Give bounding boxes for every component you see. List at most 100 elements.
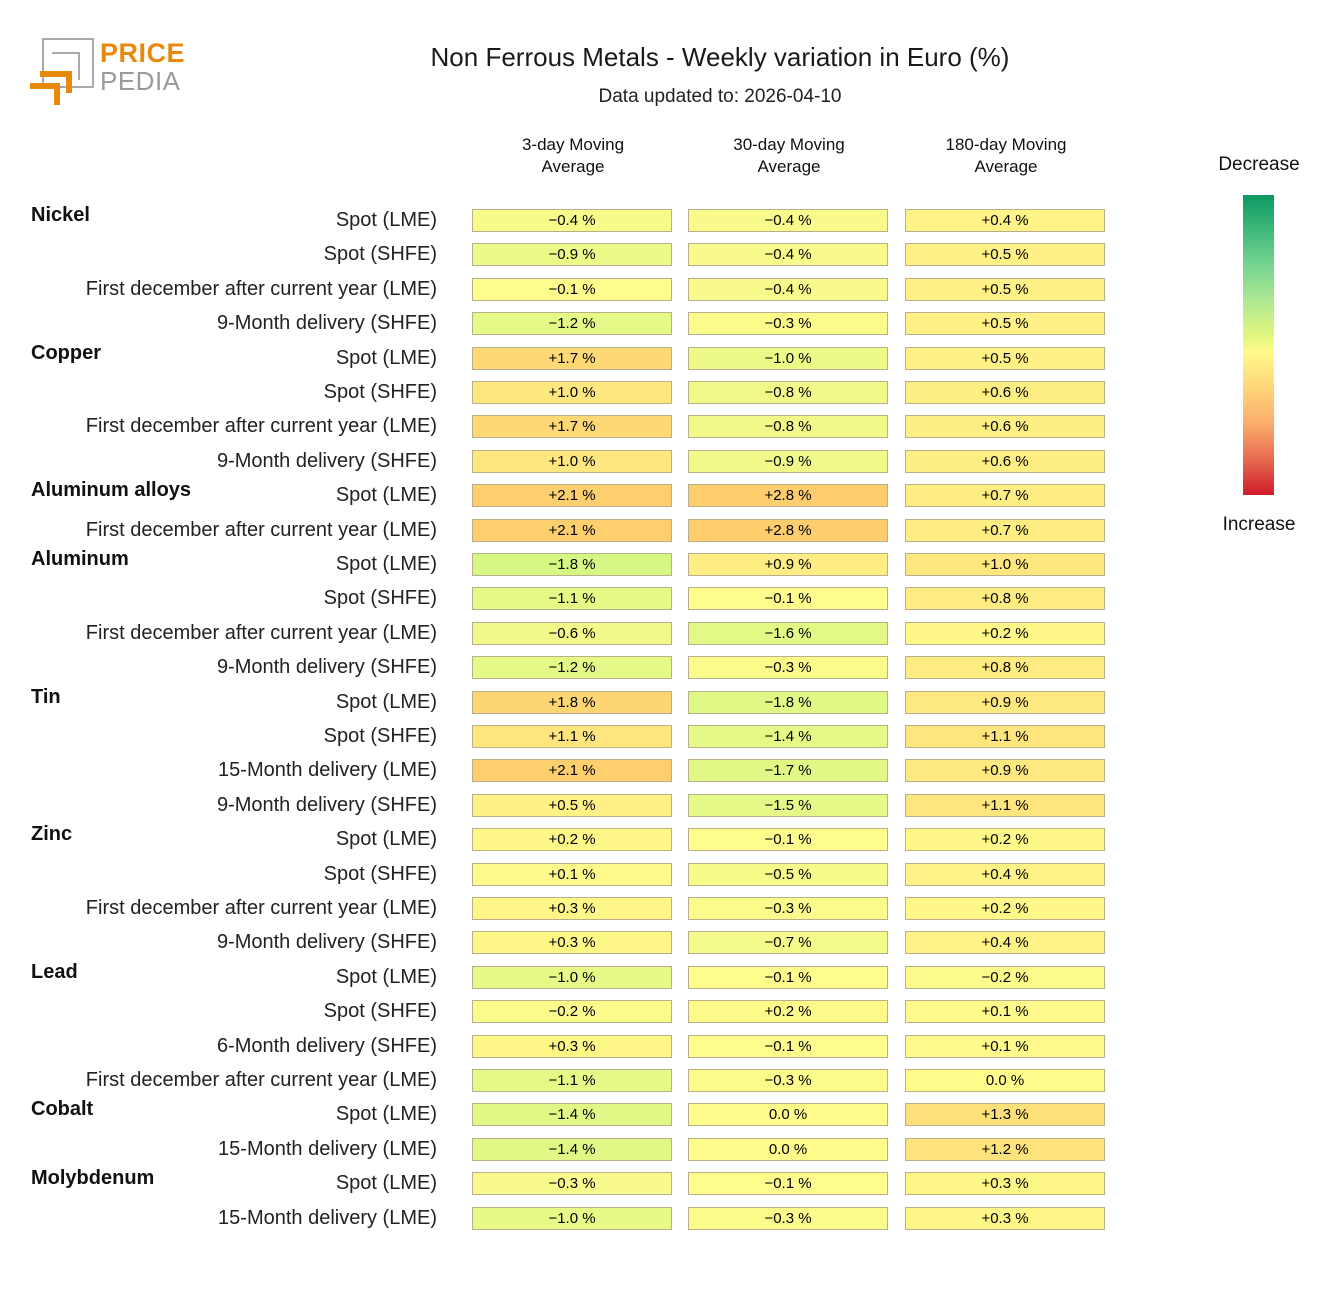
logo-inner-frame-icon [52,52,80,80]
heatmap-cell: +1.8 % [472,690,672,714]
heatmap-cell: +1.2 % [905,1137,1105,1161]
heatmap-cell: −0.7 % [688,931,888,955]
heatmap-cell: −1.1 % [472,1069,672,1092]
heatmap-cell: +2.8 % [688,484,888,508]
heatmap-cell: +0.3 % [472,897,672,920]
heatmap-cell: −1.4 % [472,1103,672,1127]
heatmap-cell: −0.2 % [905,965,1105,989]
row-label: Spot (LME) [335,828,437,851]
heatmap-cell: +0.4 % [905,931,1105,955]
heatmap-cell: +0.7 % [905,484,1105,508]
row-label: First december after current year (LME) [85,1069,437,1091]
heatmap-cell: +0.6 % [905,415,1105,439]
heatmap-cell: +0.8 % [905,587,1105,611]
row-label: Spot (SHFE) [323,243,437,266]
heatmap-cell: −0.4 % [472,209,672,232]
heatmap-cell: +2.8 % [688,518,888,542]
logo-text-pedia: PEDIA [100,66,181,96]
heatmap-cell: −1.5 % [688,793,888,817]
heatmap-cell: −0.3 % [688,312,888,336]
metal-group-label: Aluminum [31,548,129,570]
heatmap-cell: −0.3 % [472,1172,672,1196]
row-label: Spot (SHFE) [323,725,437,747]
heatmap-cell: −1.8 % [688,690,888,714]
heatmap-cell: +1.0 % [472,381,672,404]
heatmap-cell: +1.1 % [472,725,672,748]
heatmap-cell: 0.0 % [688,1137,888,1161]
heatmap-cell: +0.8 % [905,656,1105,680]
heatmap-cell: −0.1 % [688,587,888,611]
heatmap-cell: −0.8 % [688,415,888,439]
heatmap-cell: +2.1 % [472,518,672,542]
logo-arrow-icon [30,83,60,105]
heatmap-cell: −0.6 % [472,621,672,645]
heatmap-cell: +0.2 % [905,621,1105,645]
heatmap-cell: +1.7 % [472,346,672,370]
row-label: Spot (LME) [335,209,437,231]
row-label: 15-Month delivery (LME) [218,759,437,782]
heatmap-cell: +0.6 % [905,381,1105,404]
row-label: Spot (LME) [335,1103,437,1126]
row-label: First december after current year (LME) [85,518,437,541]
row-label: First december after current year (LME) [85,897,437,919]
heatmap-cell: −0.3 % [688,897,888,920]
row-label: Spot (LME) [335,690,437,713]
heatmap-cell: −1.7 % [688,759,888,783]
heatmap-cell: +1.3 % [905,1103,1105,1127]
heatmap-cell: +0.1 % [472,862,672,886]
heatmap-cell: −0.9 % [688,449,888,473]
row-label: 9-Month delivery (SHFE) [216,931,437,954]
heatmap-cell: +0.9 % [905,759,1105,783]
heatmap-cell: +0.3 % [905,1206,1105,1230]
row-label: 6-Month delivery (SHFE) [216,1034,437,1057]
logo-text-price: PRICE [100,38,186,68]
heatmap-cell: −0.3 % [688,1069,888,1092]
heatmap-cell: +2.1 % [472,759,672,783]
metal-group-label: Cobalt [31,1098,94,1121]
metal-group-label: Molybdenum [31,1167,155,1190]
heatmap-cell: −0.3 % [688,1206,888,1230]
column-header: 30-day Moving Average [733,135,845,176]
heatmap-cell: +0.4 % [905,862,1105,886]
heatmap-cell: −1.0 % [472,1206,672,1230]
heatmap-cell: −1.2 % [472,656,672,680]
heatmap-cell: +0.5 % [905,277,1105,301]
heatmap-cell: +0.5 % [905,312,1105,336]
heatmap-cell: 0.0 % [688,1103,888,1127]
heatmap-cell: +0.2 % [905,828,1105,852]
heatmap-cell: +0.2 % [472,828,672,852]
heatmap-cell: +0.2 % [905,897,1105,920]
heatmap-cell: +0.5 % [905,243,1105,267]
row-label: Spot (SHFE) [323,587,437,610]
heatmap-cell: +1.0 % [905,553,1105,576]
heatmap-cell: −0.1 % [688,1034,888,1058]
metal-group-label: Lead [31,960,78,983]
heatmap-cell: +0.9 % [688,553,888,576]
logo-arrow-icon [40,71,72,93]
row-label: 9-Month delivery (SHFE) [216,656,437,679]
heatmap-cell: +1.1 % [905,725,1105,748]
legend-color-scale [1243,195,1274,495]
metal-group-label: Nickel [31,204,90,226]
heatmap-cell: −0.4 % [688,243,888,267]
metal-group-label: Copper [31,341,101,364]
heatmap-cell: −1.0 % [472,965,672,989]
row-label: Spot (SHFE) [323,1000,437,1023]
heatmap-cell: +1.0 % [472,449,672,473]
heatmap-cell: −0.2 % [472,1000,672,1024]
row-label: First december after current year (LME) [85,415,437,438]
heatmap-cell: −0.8 % [688,381,888,404]
legend-increase-label: Increase [1222,514,1296,535]
heatmap-cell: +0.7 % [905,518,1105,542]
metal-group-label: Tin [31,685,61,708]
heatmap-cell: −1.8 % [472,553,672,576]
heatmap-cell: −1.0 % [688,346,888,370]
chart-title: Non Ferrous Metals - Weekly variation in… [430,42,1010,72]
row-label: Spot (LME) [335,484,437,507]
row-label: Spot (LME) [335,965,437,988]
heatmap-cell: −0.1 % [688,1172,888,1196]
heatmap-cell: −0.5 % [688,862,888,886]
heatmap-cell: +2.1 % [472,484,672,508]
row-label: Spot (LME) [335,346,437,369]
heatmap-cell: −1.2 % [472,312,672,336]
